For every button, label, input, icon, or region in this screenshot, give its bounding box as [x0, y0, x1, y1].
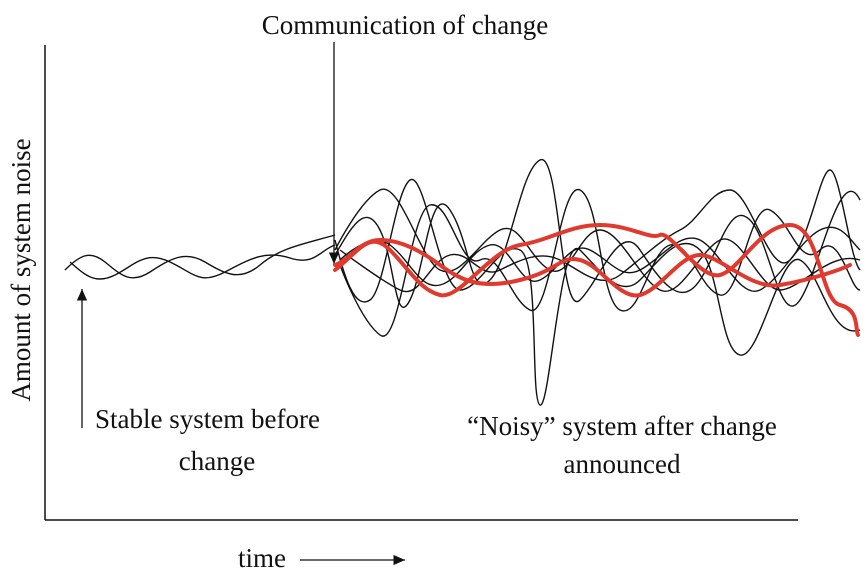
stable-label: Stable system before [95, 404, 320, 434]
noisy-label: announced [564, 449, 681, 479]
y-axis-label: Amount of system noise [6, 138, 36, 401]
noisy-curves [333, 159, 861, 406]
title: Communication of change [262, 10, 548, 40]
stable-label: change [179, 446, 255, 476]
x-axis-label: time [238, 543, 286, 570]
noisy-label: “Noisy” system after change [467, 411, 777, 441]
stable-curves [64, 234, 336, 280]
